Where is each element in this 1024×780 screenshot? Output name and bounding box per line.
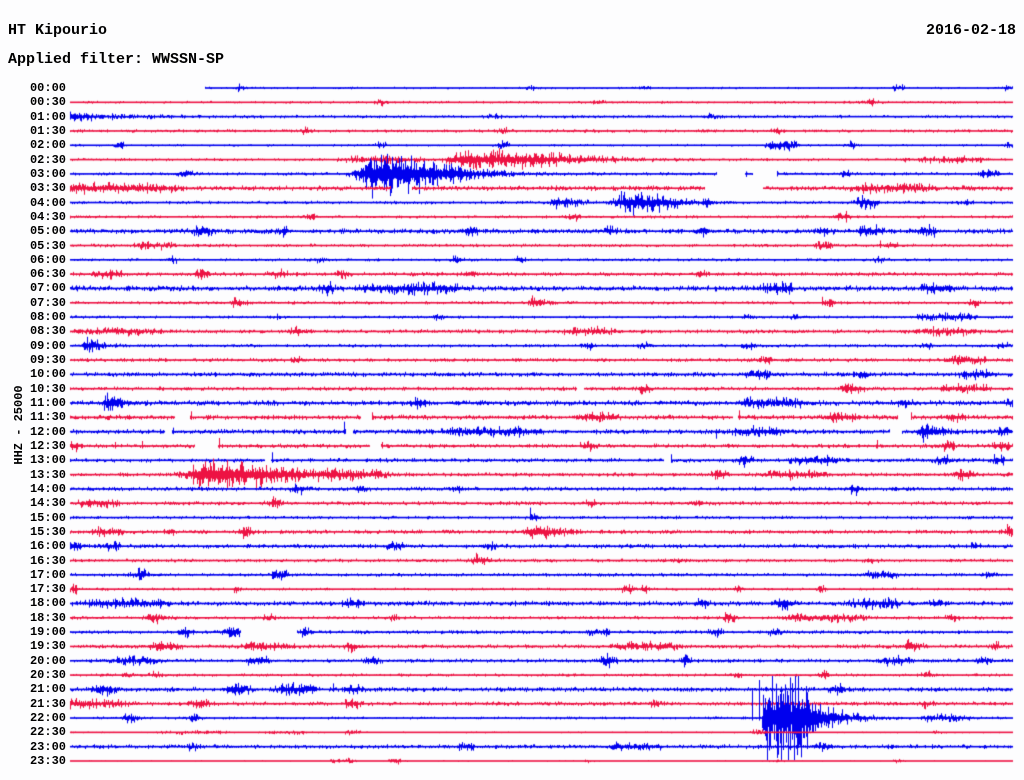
station-title: HT Kipourio [8, 22, 108, 39]
time-label: 17:00 [29, 567, 66, 582]
time-label: 09:00 [29, 338, 66, 353]
time-label: 11:30 [29, 410, 66, 425]
time-label: 16:30 [29, 553, 66, 568]
time-label: 07:00 [29, 281, 66, 296]
time-label: 23:30 [29, 753, 66, 768]
time-label: 22:30 [29, 725, 66, 740]
time-label: 05:30 [29, 238, 66, 253]
time-label: 00:30 [29, 95, 66, 110]
time-label: 00:00 [29, 81, 66, 95]
time-label: 09:30 [29, 353, 66, 368]
time-label: 20:00 [29, 653, 66, 668]
time-label: 15:30 [29, 524, 66, 539]
time-label: 06:00 [29, 252, 66, 267]
time-label: 12:00 [29, 424, 66, 439]
time-label: 10:30 [29, 381, 66, 396]
time-label: 17:30 [29, 582, 66, 597]
time-label: 04:30 [29, 209, 66, 224]
time-label: 13:00 [29, 453, 66, 468]
time-label: 15:00 [29, 510, 66, 525]
time-label: 10:00 [29, 367, 66, 382]
time-label: 02:30 [29, 152, 66, 167]
time-label: 08:00 [29, 310, 66, 325]
time-label: 13:30 [29, 467, 66, 482]
time-label: 01:00 [29, 109, 66, 124]
time-label: 18:00 [29, 596, 66, 611]
time-label: 03:30 [29, 181, 66, 196]
time-label: 19:00 [29, 625, 66, 640]
time-label: 23:00 [29, 739, 66, 754]
time-label: 14:30 [29, 496, 66, 511]
time-label: 22:00 [29, 711, 66, 726]
time-label: 07:30 [29, 295, 66, 310]
time-label: 04:00 [29, 195, 66, 210]
time-label: 21:00 [29, 682, 66, 697]
time-label: 05:00 [29, 224, 66, 239]
time-label: 19:30 [29, 639, 66, 654]
time-label: 02:00 [29, 138, 66, 153]
record-date: 2016-02-18 [925, 22, 1016, 39]
time-label: 08:30 [29, 324, 66, 339]
time-label: 14:00 [29, 481, 66, 496]
time-label: 18:30 [29, 610, 66, 625]
time-label: 12:30 [29, 438, 66, 453]
time-label: 03:00 [29, 166, 66, 181]
time-label: 16:00 [29, 539, 66, 554]
applied-filter-label: Applied filter: WWSSN-SP [8, 51, 225, 68]
time-label: 01:30 [29, 123, 66, 138]
time-label: 21:30 [29, 696, 66, 711]
time-label: 20:30 [29, 668, 66, 683]
time-label: 06:30 [29, 267, 66, 282]
time-label: 11:00 [29, 396, 66, 411]
